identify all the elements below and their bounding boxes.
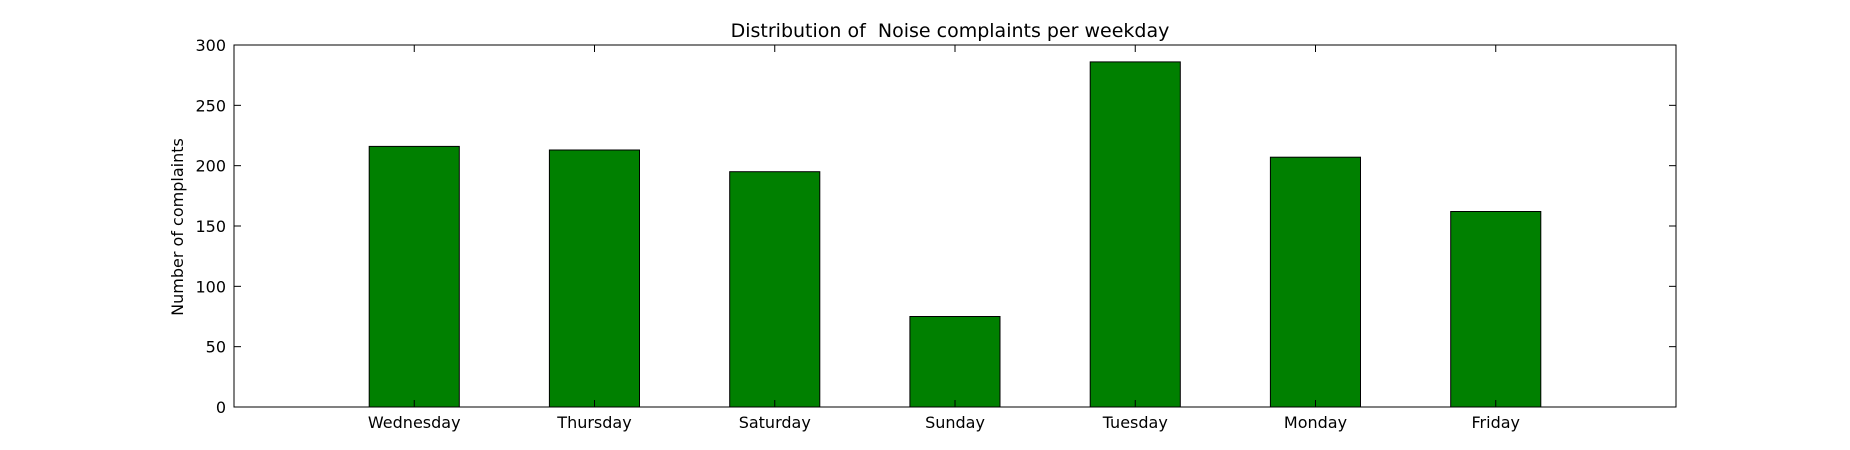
y-tick-label: 0 [216,398,226,417]
x-tick-label-tuesday: Tuesday [1102,413,1168,432]
y-tick-label: 50 [206,338,226,357]
chart-title: Distribution of Noise complaints per wee… [731,20,1170,42]
y-ticks-group: 0 50 100 150 200 250 300 [195,36,1676,417]
x-tick-label-sunday: Sunday [925,413,985,432]
bar-saturday [729,171,821,408]
bar-wednesday [368,145,460,408]
bar-monday [1269,156,1362,408]
y-axis-label: Number of complaints [168,138,187,316]
y-tick-label: 150 [195,217,226,236]
x-tick-label-saturday: Saturday [739,413,811,432]
x-tick-label-friday: Friday [1472,413,1521,432]
y-tick-label: 300 [195,36,226,55]
bars-group [368,61,1542,408]
x-tick-label-wednesday: Wednesday [368,413,461,432]
bar-thursday [548,149,641,408]
bar-friday [1450,211,1542,408]
plot-frame [233,44,1677,408]
bar-sunday [909,316,1001,408]
bar-tuesday [1089,61,1181,408]
y-tick-label: 250 [195,96,226,115]
x-ticks-group: Wednesday Thursday Saturday Sunday Tuesday Mo… [368,45,1520,432]
y-tick-label: 100 [195,277,226,296]
x-tick-label-thursday: Thursday [556,413,631,432]
y-tick-label: 200 [195,157,226,176]
x-tick-label-monday: Monday [1284,413,1347,432]
